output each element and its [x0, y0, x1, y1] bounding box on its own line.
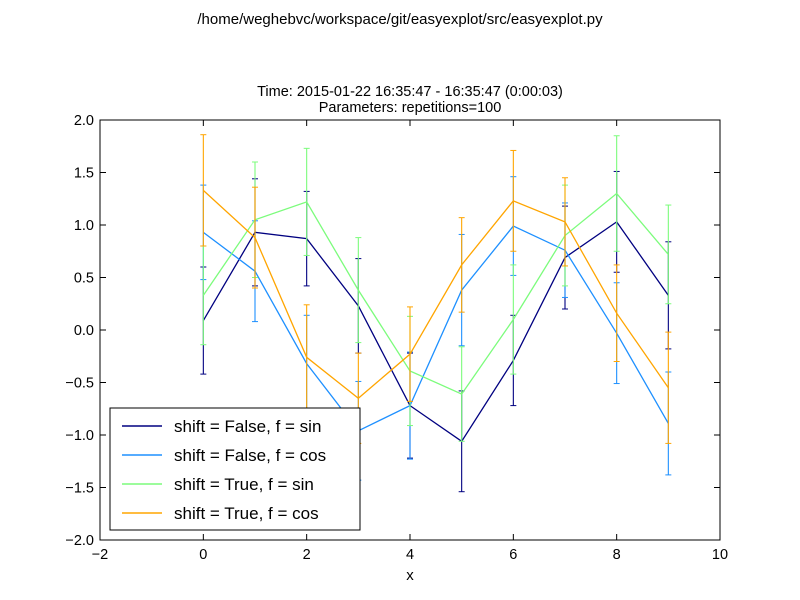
x-tick-label: 6 [509, 547, 517, 563]
plot-area [99, 119, 721, 541]
y-tick-label: 1.0 [74, 218, 94, 234]
y-tick-label: −2.0 [65, 533, 94, 549]
y-tick-label: 2.0 [74, 113, 94, 129]
chart-title-line-1: Time: 2015-01-22 16:35:47 - 16:35:47 (0:… [257, 84, 563, 100]
y-tick-label: −1.5 [65, 481, 94, 497]
y-tick-label: 1.5 [74, 166, 94, 182]
legend: shift = False, f = sin shift = False, f =… [109, 407, 361, 531]
x-tick-label: 8 [613, 547, 621, 563]
series-line [202, 192, 669, 395]
series-line [202, 225, 669, 432]
y-tick-label: −0.5 [65, 376, 94, 392]
y-tick-label: 0.0 [74, 323, 94, 339]
x-tick-label: 2 [303, 547, 311, 563]
x-tick-label: 0 [199, 547, 207, 563]
y-axis: −2.0 −1.5 −1.0 −0.5 0.0 0.5 1.0 1.5 2.0 [65, 113, 720, 549]
y-tick-label: 0.5 [74, 271, 94, 287]
x-axis: −2 0 2 4 6 8 10 [92, 120, 728, 563]
x-tick-label: 10 [712, 547, 728, 563]
series-line [202, 189, 669, 400]
legend-label: shift = True, f = sin [174, 475, 314, 494]
legend-label: shift = True, f = cos [174, 504, 319, 523]
figure-suptitle: /home/weghebvc/workspace/git/easyexplot/… [197, 11, 603, 28]
chart-title-line-2: Parameters: repetitions=100 [319, 100, 502, 116]
legend-label: shift = False, f = cos [174, 446, 326, 465]
series-line [202, 220, 669, 443]
y-tick-label: −1.0 [65, 428, 94, 444]
x-tick-label: 4 [406, 547, 414, 563]
legend-box [109, 407, 361, 531]
series-3 [200, 134, 672, 444]
legend-label: shift = False, f = sin [174, 417, 321, 436]
x-tick-label: −2 [92, 547, 109, 563]
x-axis-label: x [406, 567, 414, 584]
